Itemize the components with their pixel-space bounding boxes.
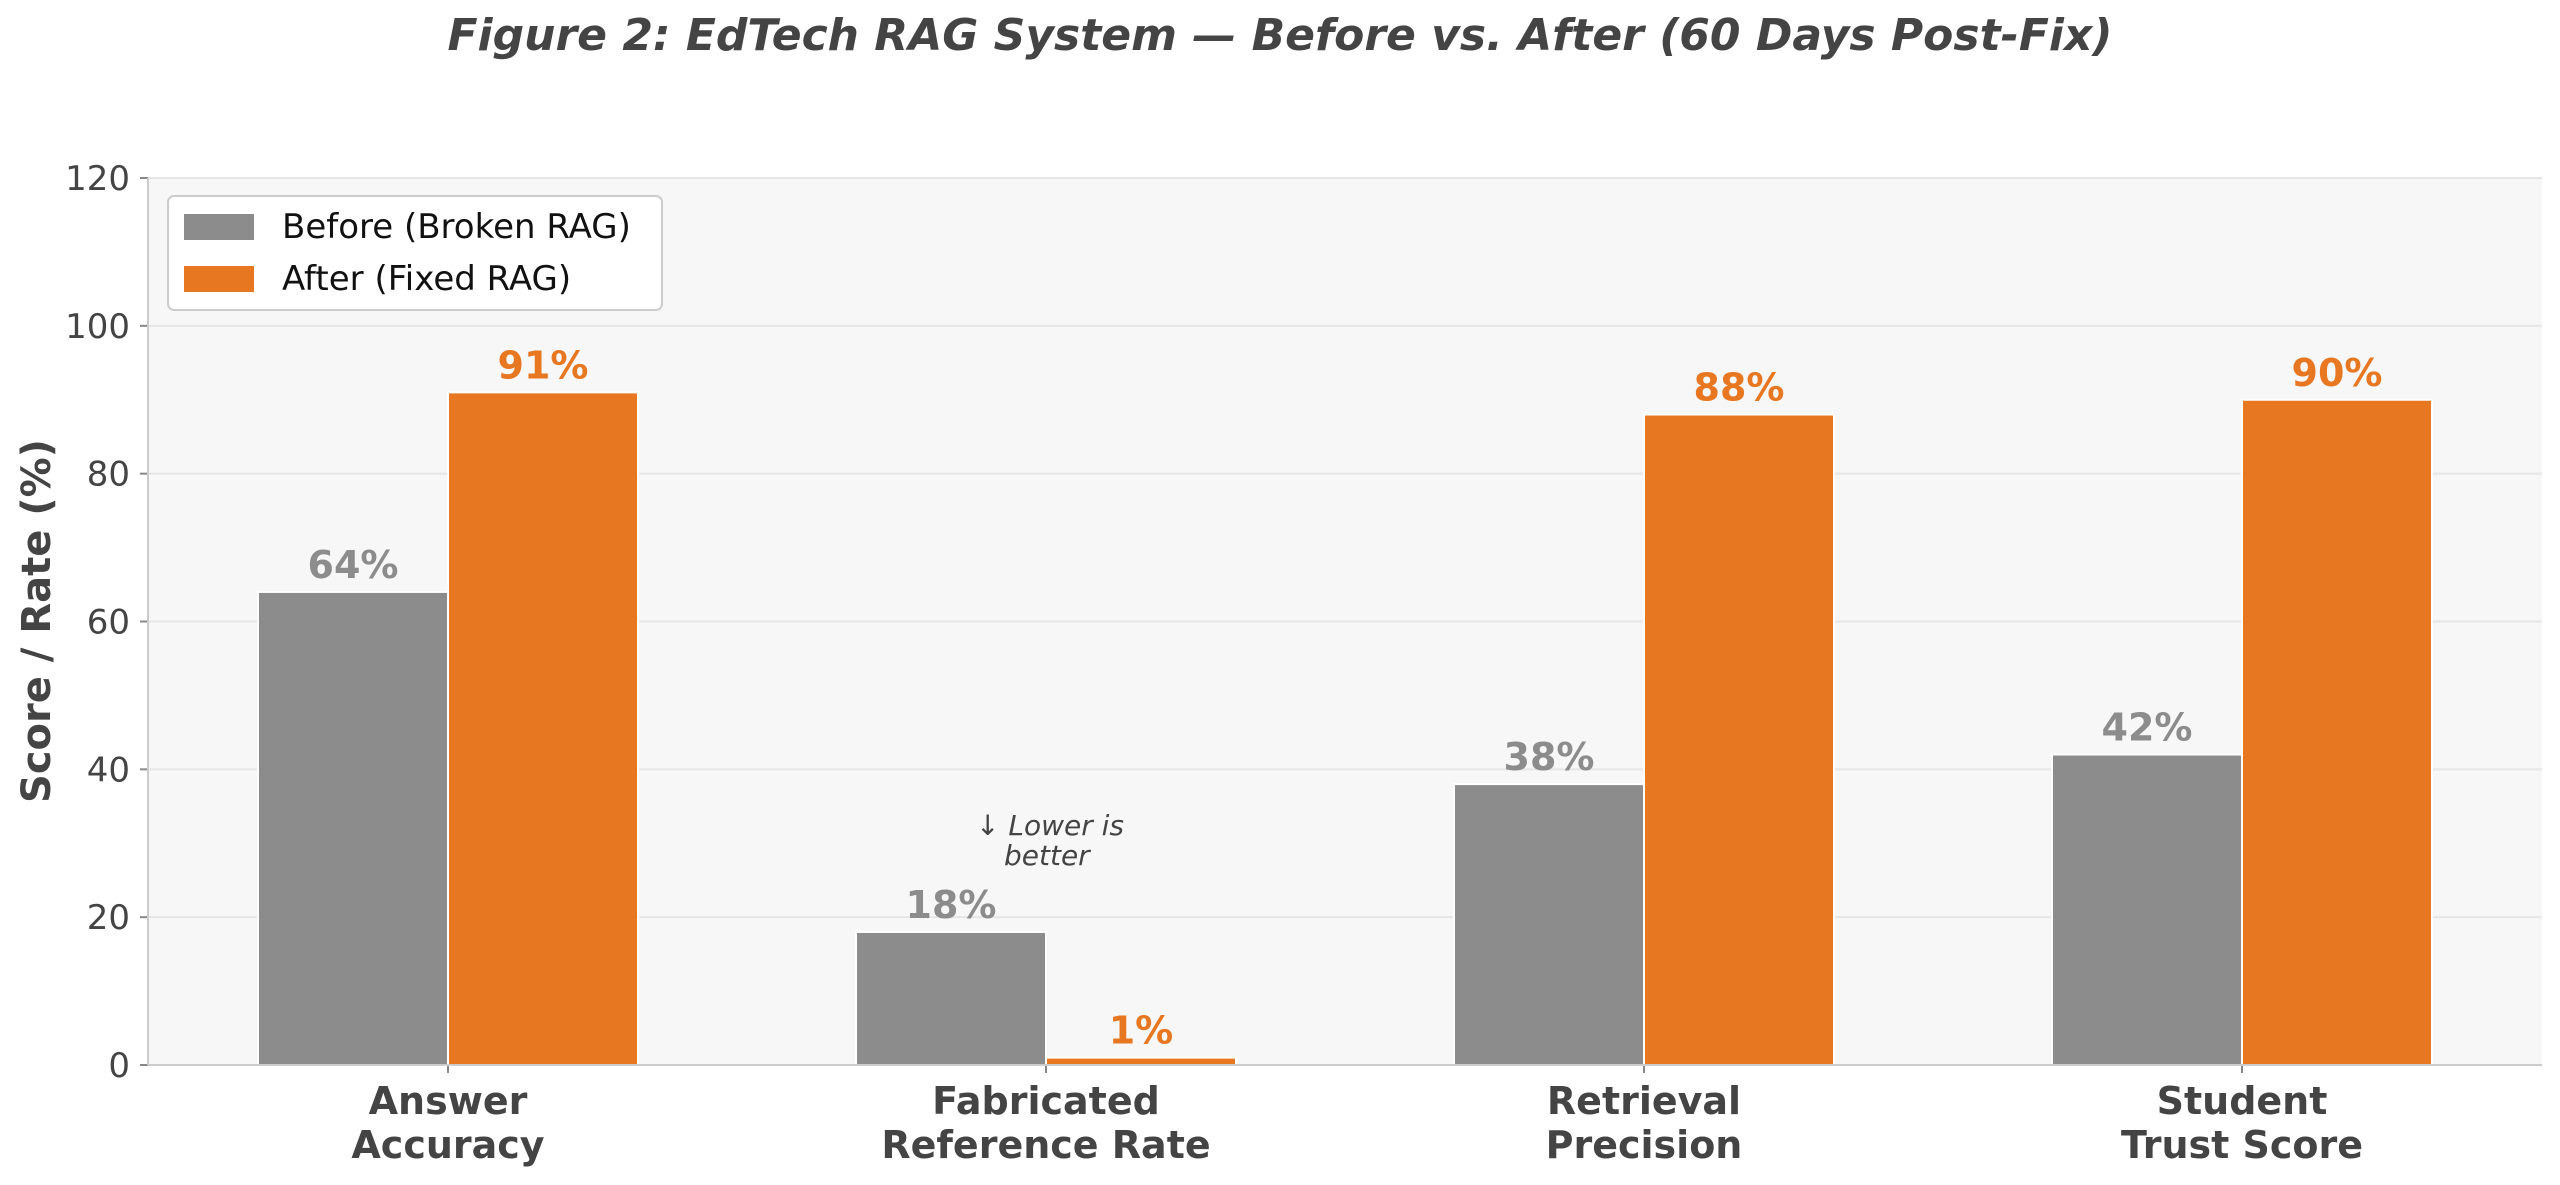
legend-label: After (Fixed RAG) [282, 259, 571, 299]
y-tick-label: 40 [87, 750, 130, 790]
bar-before [257, 590, 449, 1067]
bars [257, 391, 2433, 1067]
legend-swatch [184, 214, 254, 240]
x-tick-label: Precision [1546, 1123, 1743, 1167]
legend-swatch [184, 266, 254, 292]
y-tick-label: 60 [87, 603, 130, 643]
x-tick-label: Student [2157, 1079, 2328, 1123]
bar-before [2051, 753, 2243, 1066]
data-label: 18% [906, 883, 997, 927]
legend: Before (Broken RAG) After (Fixed RAG) [167, 195, 663, 311]
bar-after [1045, 1056, 1237, 1066]
y-axis-label: Score / Rate (%) [14, 439, 60, 803]
bar-after [1643, 413, 1835, 1066]
data-label: 1% [1109, 1009, 1174, 1053]
annotation-text: ↓ Lower is [976, 809, 1124, 842]
x-tick-label: Answer [369, 1079, 528, 1123]
data-label: 90% [2292, 351, 2383, 395]
data-labels: 64% 91% 18% 1% 38% 88% 42% 90% [308, 343, 2383, 1052]
data-label: 64% [308, 543, 399, 587]
bar-after [447, 391, 639, 1066]
legend-box [167, 195, 663, 311]
data-label: 38% [1504, 735, 1595, 779]
x-tick-label: Fabricated [932, 1079, 1160, 1123]
y-axis-ticks: 0 20 40 60 80 100 120 [65, 159, 148, 1086]
chart-title: Figure 2: EdTech RAG System — Before vs.… [448, 10, 2113, 61]
y-tick-label: 0 [108, 1046, 130, 1086]
data-label: 42% [2102, 706, 2193, 750]
bar-before [855, 930, 1047, 1067]
x-tick-label: Retrieval [1547, 1079, 1741, 1123]
x-tick-label: Reference Rate [881, 1123, 1210, 1167]
y-tick-label: 120 [65, 159, 130, 199]
bar-after [2241, 398, 2433, 1066]
data-label: 88% [1694, 366, 1785, 410]
y-tick-label: 100 [65, 307, 130, 347]
x-tick-label: Trust Score [2121, 1123, 2363, 1167]
data-label: 91% [498, 343, 589, 387]
x-tick-label: Accuracy [351, 1123, 544, 1167]
legend-label: Before (Broken RAG) [282, 207, 631, 247]
y-tick-label: 20 [87, 898, 130, 938]
bar-before [1453, 783, 1645, 1066]
y-tick-label: 80 [87, 455, 130, 495]
annotation-text: better [1004, 839, 1091, 872]
